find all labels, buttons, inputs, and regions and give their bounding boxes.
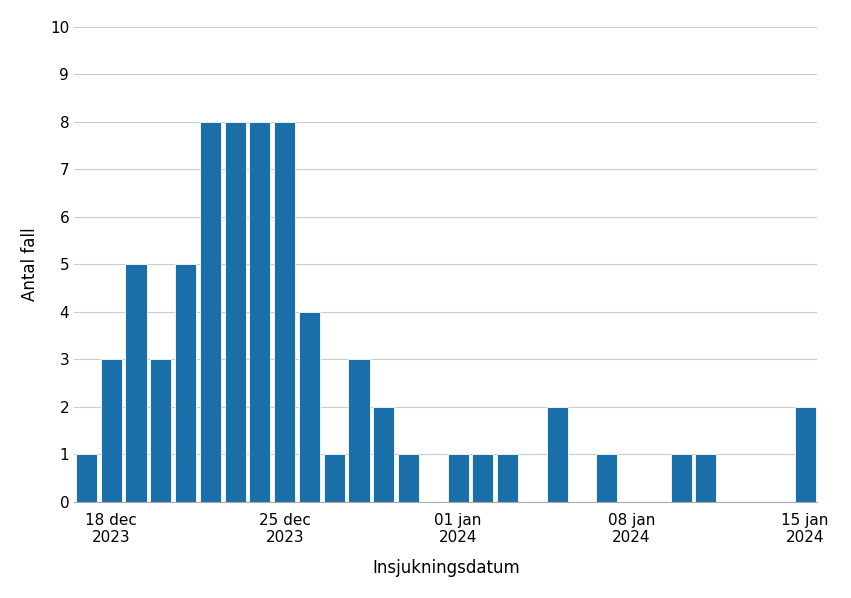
Bar: [175, 264, 196, 502]
Bar: [398, 454, 420, 502]
Bar: [299, 312, 320, 502]
Bar: [546, 407, 568, 502]
Bar: [323, 454, 345, 502]
Bar: [795, 407, 815, 502]
Bar: [151, 359, 171, 502]
Bar: [125, 264, 146, 502]
Bar: [76, 454, 97, 502]
Bar: [225, 122, 246, 502]
X-axis label: Insjukningsdatum: Insjukningsdatum: [372, 559, 520, 577]
Bar: [497, 454, 518, 502]
Bar: [448, 454, 469, 502]
Bar: [274, 122, 295, 502]
Bar: [200, 122, 221, 502]
Bar: [100, 359, 122, 502]
Bar: [695, 454, 717, 502]
Y-axis label: Antal fall: Antal fall: [20, 227, 39, 301]
Bar: [374, 407, 394, 502]
Bar: [597, 454, 617, 502]
Bar: [249, 122, 271, 502]
Bar: [472, 454, 494, 502]
Bar: [671, 454, 692, 502]
Bar: [349, 359, 369, 502]
